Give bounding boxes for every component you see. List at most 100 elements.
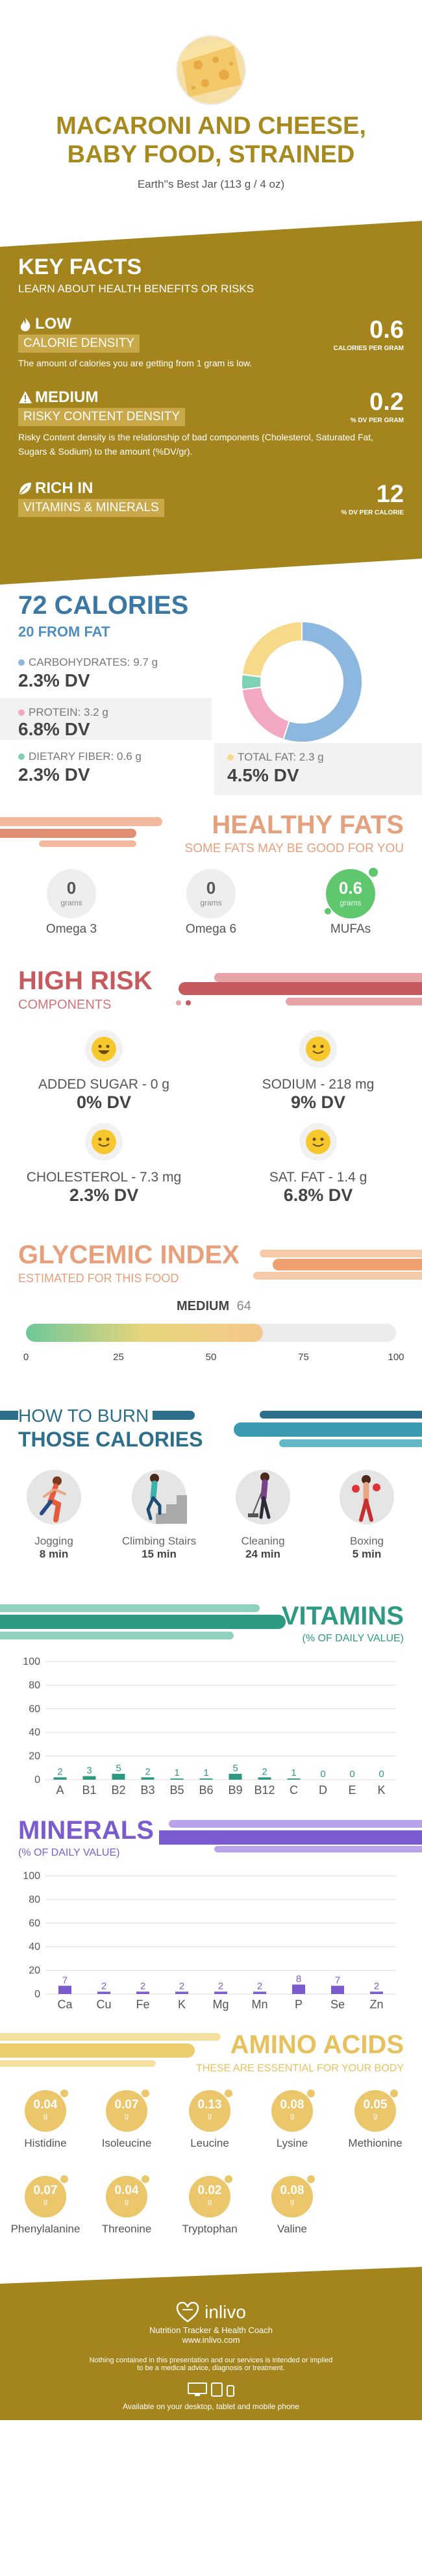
bar-value-label: 5 bbox=[232, 1763, 238, 1774]
category-label: B2 bbox=[111, 1784, 125, 1797]
burn-item-boxing: Boxing 5 min bbox=[331, 1468, 403, 1561]
fact-1-badge-top: LOW bbox=[35, 315, 71, 333]
amino-label: Phenylalanine bbox=[10, 2223, 81, 2235]
bar-value-label: 1 bbox=[174, 1767, 179, 1778]
amino-value: 0.05 bbox=[363, 2098, 388, 2112]
amino-circle: 0.13 g bbox=[189, 2090, 232, 2132]
bar-value-label: 2 bbox=[262, 1766, 267, 1777]
amino-item-leucine: 0.13 g Leucine bbox=[171, 2090, 249, 2150]
risk-added-sugar: ADDED SUGAR - 0 g 0% DV bbox=[10, 1029, 198, 1113]
carbs-dot bbox=[18, 659, 25, 666]
bar-B2 bbox=[112, 1773, 125, 1780]
minerals-title: MINERALS bbox=[18, 1816, 159, 1845]
bar-value-label: 0 bbox=[349, 1769, 354, 1780]
bar-value-label: 7 bbox=[62, 1975, 68, 1986]
footer-section: inlivo Nutrition Tracker & Health Coach … bbox=[0, 2267, 422, 2420]
inlivo-heart-icon bbox=[176, 2302, 199, 2323]
flame-icon bbox=[20, 317, 31, 331]
mufas-unit: grams bbox=[340, 898, 362, 907]
omega3-circle: 0 grams bbox=[47, 869, 96, 918]
footer-disclaimer-2: to be a medical advice, diagnosis or tre… bbox=[137, 2364, 285, 2372]
fact-2-value: 0.2 bbox=[369, 388, 404, 416]
header-graphic bbox=[176, 35, 246, 105]
y-tick-label: 60 bbox=[29, 1918, 40, 1929]
footer-url[interactable]: www.inlivo.com bbox=[182, 2335, 240, 2345]
fact-1-desc: The amount of calories you are getting f… bbox=[18, 358, 253, 368]
y-tick-label: 0 bbox=[34, 1989, 40, 2000]
amino-stripes bbox=[0, 2033, 221, 2067]
fact-1-value: 0.6 bbox=[369, 316, 404, 344]
fact-2-desc: Risky Content density is the relationshi… bbox=[18, 432, 374, 457]
cleaning-icon bbox=[236, 1470, 290, 1524]
amino-item-isoleucine: 0.07 g Isoleucine bbox=[88, 2090, 166, 2150]
bar-B1 bbox=[82, 1776, 96, 1780]
burn-item-cleaning: Cleaning 24 min bbox=[227, 1468, 299, 1561]
category-label: B3 bbox=[140, 1784, 155, 1797]
protein-dot bbox=[18, 709, 25, 716]
fiber-dv: 2.3% DV bbox=[18, 764, 90, 785]
healthy-fats-section: HEALTHY FATS SOME FATS MAY BE GOOD FOR Y… bbox=[0, 799, 422, 955]
bar-value-label: 0 bbox=[379, 1769, 384, 1780]
key-facts-section: KEY FACTS LEARN ABOUT HEALTH BENEFITS OR… bbox=[0, 221, 422, 585]
nutrient-protein: PROTEIN: 3.2 g 6.8% DV bbox=[0, 698, 212, 740]
amino-subtitle: THESE ARE ESSENTIAL FOR YOUR BODY bbox=[195, 2063, 404, 2074]
amino-unit: g bbox=[207, 2198, 212, 2206]
calories-donut-chart bbox=[241, 620, 363, 743]
minerals-stripes bbox=[143, 1820, 422, 1852]
healthy-fats-stripes bbox=[0, 817, 162, 847]
amino-circle: 0.08 g bbox=[271, 2090, 315, 2132]
burn-title-line1: HOW TO BURN bbox=[18, 1406, 153, 1426]
amino-label: Tryptophan bbox=[182, 2223, 238, 2235]
calories-section: 72 CALORIES 20 FROM FAT CARBOHYDRATES: 9… bbox=[0, 585, 422, 799]
added-sugar-dv: 0% DV bbox=[76, 1092, 132, 1112]
donut-slice-fat bbox=[241, 620, 303, 678]
donut-slice-protein bbox=[241, 686, 290, 740]
bar-value-label: 7 bbox=[335, 1975, 340, 1986]
glycemic-tick-label: 75 bbox=[298, 1352, 309, 1363]
bar-A bbox=[53, 1777, 67, 1780]
burn-section: HOW TO BURN THOSE CALORIES Jogging 8 min… bbox=[0, 1403, 422, 1598]
sodium-label: SODIUM - 218 mg bbox=[262, 1077, 375, 1092]
macaroni-icon bbox=[177, 36, 245, 104]
desktop-icon bbox=[188, 2382, 207, 2396]
leaf-icon bbox=[19, 483, 31, 494]
bar-value-label: 3 bbox=[86, 1765, 92, 1776]
donut-slice-carbohydrates bbox=[282, 620, 363, 743]
amino-circle: 0.07 g bbox=[25, 2175, 68, 2217]
y-tick-label: 80 bbox=[29, 1894, 40, 1905]
page-title-line1: MACARONI AND CHEESE, bbox=[56, 112, 366, 140]
jogging-label: Jogging bbox=[34, 1535, 73, 1547]
mufas-label: MUFAs bbox=[330, 922, 371, 936]
vitamins-title: VITAMINS bbox=[281, 1602, 404, 1630]
added-sugar-label: ADDED SUGAR - 0 g bbox=[38, 1077, 169, 1092]
minerals-section: MINERALS (% OF DAILY VALUE) 0 20 40 60 80 100… bbox=[0, 1812, 422, 2027]
y-tick-label: 80 bbox=[29, 1680, 40, 1691]
amino-item-histidine: 0.04 g Histidine bbox=[6, 2090, 84, 2150]
cholesterol-label: CHOLESTEROL - 7.3 mg bbox=[26, 1170, 182, 1185]
footer-disclaimer-1: Nothing contained in this presentation a… bbox=[89, 2356, 333, 2364]
risk-sat-fat: SAT. FAT - 1.4 g 6.8% DV bbox=[224, 1122, 412, 1206]
bar-Se bbox=[331, 1986, 344, 1994]
bar-B6 bbox=[199, 1778, 213, 1780]
fact-3-value: 12 bbox=[376, 481, 404, 508]
key-facts-background bbox=[0, 221, 422, 585]
bar-C bbox=[287, 1778, 301, 1780]
stairs-time: 15 min bbox=[142, 1548, 177, 1560]
category-label: P bbox=[295, 1998, 303, 2011]
glycemic-section: GLYCEMIC INDEX ESTIMATED FOR THIS FOOD M… bbox=[0, 1234, 422, 1403]
vitamins-section: VITAMINS (% OF DAILY VALUE) 0 20 40 60 80 100… bbox=[0, 1598, 422, 1812]
category-label: D bbox=[319, 1784, 327, 1797]
bar-Cu bbox=[97, 1991, 110, 1994]
y-tick-label: 40 bbox=[29, 1727, 40, 1738]
amino-item-lysine: 0.08 g Lysine bbox=[253, 2090, 331, 2150]
y-tick-label: 40 bbox=[29, 1941, 40, 1952]
amino-label: Valine bbox=[277, 2223, 307, 2235]
amino-label: Threonine bbox=[101, 2223, 152, 2235]
fact-1-badge-bottom: CALORIE DENSITY bbox=[18, 335, 140, 353]
category-label: Mn bbox=[251, 1998, 267, 2011]
amino-value: 0.04 bbox=[33, 2098, 58, 2112]
minerals-bar-chart: 0 20 40 60 80 100 7 Ca 2 Cu 2 Fe 2 K 2 Mg 2 Mn 8 P 7 Se 2 Zn bbox=[23, 1871, 396, 2011]
fiber-dot bbox=[18, 753, 25, 760]
amino-unit: g bbox=[290, 2198, 295, 2206]
fact-2-badge-bottom: RISKY CONTENT DENSITY bbox=[18, 408, 186, 426]
